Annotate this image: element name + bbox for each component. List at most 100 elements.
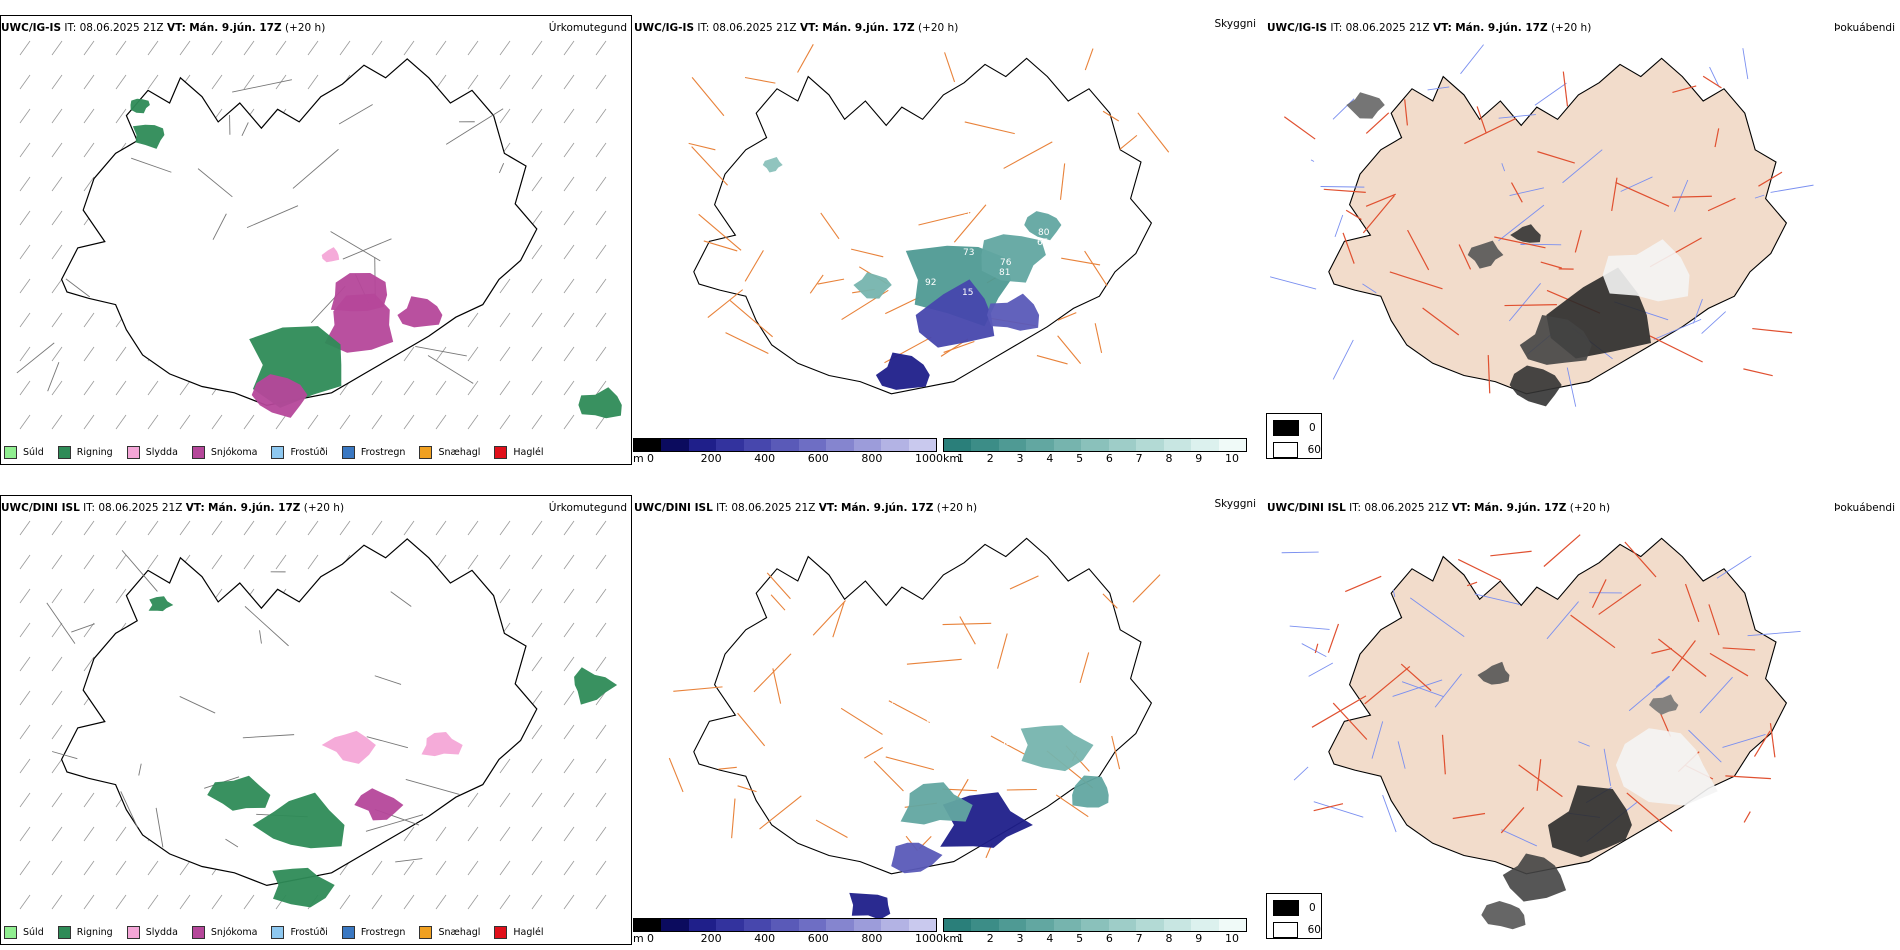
wind-barb <box>83 108 95 124</box>
wind-barb <box>499 380 511 396</box>
wind-barb <box>531 278 543 294</box>
precip-legend: Súld Rigning Slydda Snjókoma Frostúði Frostre… <box>4 446 558 459</box>
cloud-base-value: 76 <box>1000 258 1012 268</box>
wind-barb <box>531 554 543 570</box>
road <box>698 213 742 251</box>
wind-barb <box>595 792 607 808</box>
wind-barb <box>211 40 223 56</box>
cloud-base-value: 15 <box>962 288 973 298</box>
wind-barb <box>115 588 127 604</box>
road <box>1458 244 1472 270</box>
road <box>1313 803 1344 812</box>
road <box>832 602 845 638</box>
wind-barb <box>435 414 447 430</box>
wind-barb <box>147 554 159 570</box>
river <box>1434 673 1462 708</box>
wind-barb <box>371 894 383 910</box>
wind-barb <box>19 894 31 910</box>
river <box>1320 186 1365 188</box>
road <box>1487 355 1491 394</box>
river <box>1699 676 1733 714</box>
colorbar-segment <box>853 439 882 451</box>
wind-barb <box>51 40 63 56</box>
road <box>1476 106 1487 133</box>
wind-barb <box>563 860 575 876</box>
wind-barb <box>19 724 31 740</box>
colorbar-tick: 200 <box>700 932 722 945</box>
legend-label: Frostregn <box>360 927 406 938</box>
road <box>1457 558 1502 581</box>
colorbar-segment <box>1108 919 1137 931</box>
legend-item: Snæhagl <box>419 446 480 459</box>
road <box>16 342 55 374</box>
wind-barb <box>211 520 223 536</box>
wind-barb <box>595 244 607 260</box>
iceland-outline <box>693 537 1153 875</box>
road <box>1684 583 1700 622</box>
colorbar-segment <box>1218 439 1246 451</box>
cloud-base-value: 12 <box>888 268 899 278</box>
colorbar-segment <box>908 439 936 451</box>
wind-barb <box>563 690 575 706</box>
wind-barb <box>467 520 479 536</box>
road <box>1537 151 1575 164</box>
wind-barb <box>243 894 255 910</box>
wind-barb <box>51 690 63 706</box>
wind-barb <box>595 108 607 124</box>
colorbar-segment <box>771 919 799 931</box>
wind-barb <box>83 176 95 192</box>
wind-barb <box>83 74 95 90</box>
colorbar-tick: 6 <box>1105 932 1113 945</box>
legend-item: Snæhagl <box>419 926 480 939</box>
wind-barb <box>595 312 607 328</box>
cloud-base-area <box>915 279 995 348</box>
road <box>1362 195 1395 234</box>
road <box>1137 112 1170 153</box>
wind-barb <box>51 244 63 260</box>
precip-type-panel-bottom: UWC/DINI ISL IT: 08.06.2025 21Z VT: Mán.… <box>0 495 632 945</box>
road <box>772 668 782 704</box>
road <box>1504 304 1557 307</box>
wind-barb <box>83 554 95 570</box>
wind-barb <box>595 894 607 910</box>
legend-label: Slydda <box>145 927 178 938</box>
river <box>1401 681 1444 698</box>
wind-barb <box>115 346 127 362</box>
wind-barb <box>403 520 415 536</box>
colorbar-unit: km <box>943 452 961 465</box>
panel-corner-label: Þokuábendi <box>1834 502 1895 514</box>
road <box>943 340 975 353</box>
legend-label: Haglél <box>513 927 544 938</box>
road <box>1671 640 1696 672</box>
road <box>718 766 737 770</box>
wind-barb <box>179 860 191 876</box>
road <box>737 712 766 747</box>
colorbar-segment <box>881 919 909 931</box>
wind-barb <box>147 894 159 910</box>
cloud-base-value: 85 <box>1075 688 1086 698</box>
river <box>1747 630 1801 637</box>
wind-barb <box>467 380 479 396</box>
wind-barb <box>563 792 575 808</box>
road <box>944 52 956 83</box>
road <box>197 168 233 198</box>
wind-barb <box>467 554 479 570</box>
colorbar-tick: 3 <box>1016 452 1024 465</box>
road <box>1084 48 1094 71</box>
wind-barb <box>595 278 607 294</box>
colorbar-segment <box>1218 919 1246 931</box>
visibility-area <box>981 234 1046 283</box>
colorbar-tick: 400 <box>754 932 776 945</box>
wind-barb <box>115 554 127 570</box>
wind-barb <box>51 894 63 910</box>
wind-barb <box>467 860 479 876</box>
precip-area <box>132 124 165 149</box>
road <box>1345 575 1382 593</box>
road <box>246 205 299 229</box>
road <box>1651 647 1673 654</box>
road <box>817 278 845 285</box>
colorbar-segment <box>1191 919 1219 931</box>
wind-barb <box>435 40 447 56</box>
wind-barb <box>467 346 479 362</box>
legend-item: Frostregn <box>341 926 406 939</box>
